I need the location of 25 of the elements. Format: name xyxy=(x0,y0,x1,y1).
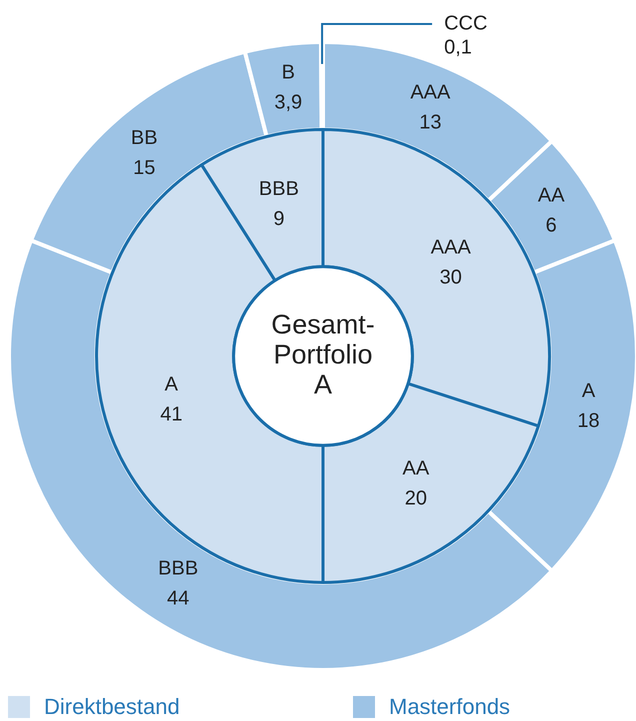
slice-label: A xyxy=(582,380,596,402)
data-label: 9 xyxy=(273,208,284,230)
slice-label: AA xyxy=(402,457,430,480)
data-label: 13 xyxy=(419,111,442,134)
text: Gesamt- Portfolio A xyxy=(271,309,375,400)
data-label: 6 xyxy=(546,214,557,237)
slice-label: AAA xyxy=(410,81,452,104)
slice-label: AA xyxy=(538,184,566,207)
data-label: 18 xyxy=(577,410,600,432)
slice-label: B xyxy=(282,61,295,84)
slice-label: BBB xyxy=(258,178,299,200)
slice-label: BBB xyxy=(158,558,198,580)
data-label: 30 xyxy=(440,266,462,289)
data-label: 20 xyxy=(404,487,427,510)
slice-label: BB xyxy=(130,126,158,149)
slice-label: CCC xyxy=(444,12,488,35)
legend-label: Direktbestand xyxy=(44,694,180,720)
data-label: 41 xyxy=(160,404,182,426)
slice-label: AAA xyxy=(430,236,472,259)
data-label: 3,9 xyxy=(274,91,302,114)
data-label: 44 xyxy=(167,588,190,610)
slice-label: A xyxy=(164,374,179,396)
legend-label: Masterfonds xyxy=(389,694,510,720)
data-label: 0,1 xyxy=(444,36,472,59)
data-label: 15 xyxy=(133,156,156,179)
